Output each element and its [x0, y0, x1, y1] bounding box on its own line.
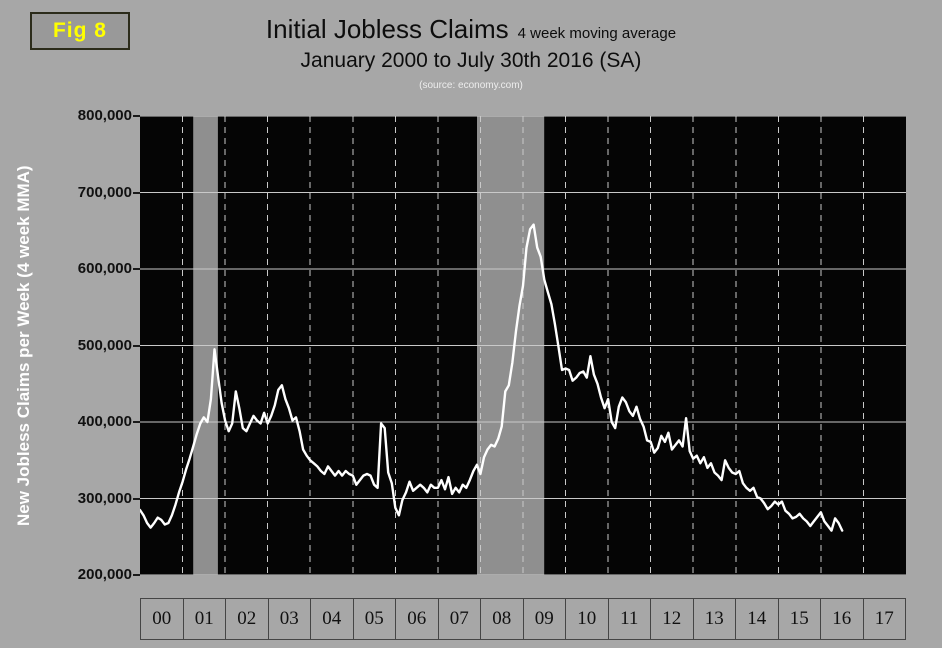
x-axis-label: 12 — [651, 599, 694, 640]
x-axis-label: 10 — [566, 599, 609, 640]
plot-area — [140, 116, 906, 575]
x-axis-label: 00 — [141, 599, 184, 640]
x-axis-label: 14 — [736, 599, 779, 640]
x-axis-label: 06 — [396, 599, 439, 640]
y-axis-tick — [133, 497, 140, 500]
y-axis-label: 600,000 — [77, 260, 132, 277]
x-axis-label: 04 — [311, 599, 354, 640]
x-axis-label: 05 — [353, 599, 396, 640]
x-axis-label: 15 — [778, 599, 821, 640]
y-axis-label: 300,000 — [77, 489, 132, 507]
chart-subtitle: January 2000 to July 30th 2016 (SA) — [300, 49, 642, 72]
x-axis-label: 07 — [438, 599, 481, 640]
x-axis-label: 13 — [693, 599, 736, 640]
x-axis-label: 16 — [821, 599, 864, 640]
y-axis-label: 700,000 — [77, 183, 132, 201]
y-axis-label: 500,000 — [77, 336, 132, 354]
x-axis-label: 17 — [863, 599, 906, 640]
y-axis-label: 400,000 — [77, 413, 132, 430]
title-line: Initial Jobless Claims 4 week moving aver… — [0, 14, 942, 45]
title-block: Initial Jobless Claims 4 week moving aver… — [0, 14, 942, 91]
y-axis-tick — [133, 115, 140, 117]
y-axis-tick — [133, 344, 140, 347]
x-axis: 00 01 02 03 04 05 06 07 08 09 10 11 12 13 14 15 16 17 — [140, 598, 906, 640]
y-axis-tick — [133, 574, 140, 576]
chart-title-suffix: 4 week moving average — [517, 25, 677, 42]
x-axis-label: 02 — [226, 599, 269, 640]
x-axis-label: 03 — [268, 599, 311, 640]
y-axis-label: 800,000 — [77, 107, 132, 124]
claims-line-chart — [140, 116, 906, 575]
x-axis-label: 09 — [523, 599, 566, 640]
chart-source: (source: economy.com) — [419, 80, 523, 91]
claims-series-line — [140, 223, 844, 532]
chart-title: Initial Jobless Claims — [265, 14, 509, 44]
x-axis-label: 08 — [481, 599, 524, 640]
y-axis-labels: 800,000 700,000 600,000 500,000 400,000 300,0… — [0, 0, 140, 648]
x-axis-label: 11 — [608, 599, 651, 640]
x-axis-label: 01 — [183, 599, 226, 640]
y-axis-tick — [133, 191, 140, 194]
figure-number-label: Fig 8 — [52, 19, 107, 42]
figure-number-badge: Fig 8 — [30, 12, 130, 50]
y-axis-tick — [133, 268, 140, 270]
y-axis-label: 200,000 — [77, 566, 132, 583]
y-axis-tick — [133, 421, 140, 423]
